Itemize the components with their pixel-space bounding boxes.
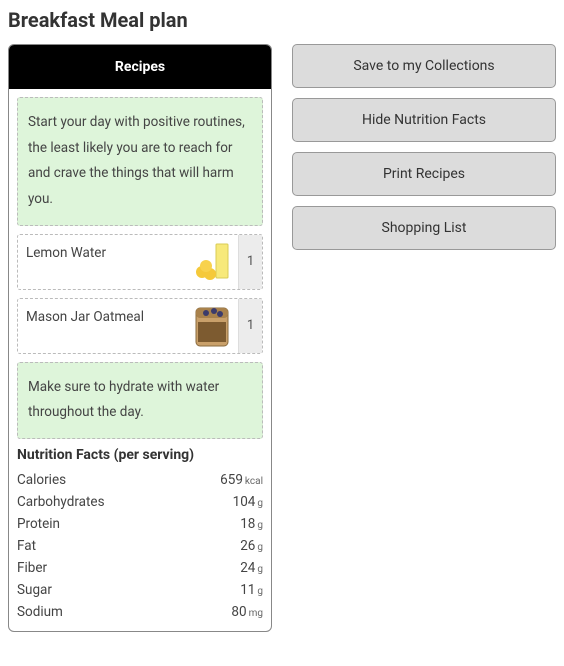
print-recipes-button[interactable]: Print Recipes: [292, 152, 556, 196]
nutrition-unit: g: [257, 542, 263, 553]
nutrition-unit: g: [257, 498, 263, 509]
main-layout: Recipes Start your day with positive rou…: [8, 44, 556, 632]
recipes-card: Recipes Start your day with positive rou…: [8, 44, 272, 632]
nutrition-row-sugar: Sugar 11 g: [17, 579, 263, 601]
nutrition-row-calories: Calories 659 kcal: [17, 469, 263, 491]
nutrition-label: Fat: [17, 538, 36, 554]
nutrition-label: Carbohydrates: [17, 494, 105, 510]
hide-nutrition-button[interactable]: Hide Nutrition Facts: [292, 98, 556, 142]
recipe-name: Mason Jar Oatmeal: [18, 299, 186, 353]
nutrition-value: 18: [240, 516, 255, 532]
actions-panel: Save to my Collections Hide Nutrition Fa…: [292, 44, 556, 250]
nutrition-label: Sodium: [17, 604, 63, 620]
nutrition-value: 26: [240, 538, 255, 554]
page-title: Breakfast Meal plan: [8, 8, 556, 32]
nutrition-row-fat: Fat 26 g: [17, 535, 263, 557]
recipes-card-header: Recipes: [9, 45, 271, 89]
recipe-qty: 1: [238, 299, 262, 353]
oatmeal-jar-icon: [186, 299, 238, 353]
note-hydrate: Make sure to hydrate with water througho…: [17, 362, 263, 439]
save-collections-button[interactable]: Save to my Collections: [292, 44, 556, 88]
nutrition-unit: g: [257, 564, 263, 575]
nutrition-label: Calories: [17, 472, 66, 488]
nutrition-value: 659: [220, 472, 243, 488]
recipe-row[interactable]: Lemon Water 1: [17, 234, 263, 290]
nutrition-unit: kcal: [245, 476, 263, 487]
nutrition-row-protein: Protein 18 g: [17, 513, 263, 535]
note-intro: Start your day with positive routines, t…: [17, 97, 263, 226]
lemon-water-icon: [186, 235, 238, 289]
recipe-qty: 1: [238, 235, 262, 289]
recipe-row[interactable]: Mason Jar Oatmeal 1: [17, 298, 263, 354]
nutrition-value: 11: [240, 582, 255, 598]
nutrition-label: Protein: [17, 516, 60, 532]
nutrition-label: Fiber: [17, 560, 47, 576]
nutrition-row-carbs: Carbohydrates 104 g: [17, 491, 263, 513]
nutrition-row-sodium: Sodium 80 mg: [17, 601, 263, 623]
nutrition-label: Sugar: [17, 582, 52, 598]
nutrition-row-fiber: Fiber 24 g: [17, 557, 263, 579]
shopping-list-button[interactable]: Shopping List: [292, 206, 556, 250]
nutrition-value: 80: [231, 604, 246, 620]
nutrition-value: 104: [233, 494, 256, 510]
nutrition-title: Nutrition Facts (per serving): [17, 447, 263, 463]
recipe-name: Lemon Water: [18, 235, 186, 289]
nutrition-unit: mg: [249, 608, 263, 619]
recipes-card-body: Start your day with positive routines, t…: [9, 89, 271, 631]
nutrition-value: 24: [240, 560, 255, 576]
nutrition-unit: g: [257, 520, 263, 531]
nutrition-unit: g: [257, 586, 263, 597]
